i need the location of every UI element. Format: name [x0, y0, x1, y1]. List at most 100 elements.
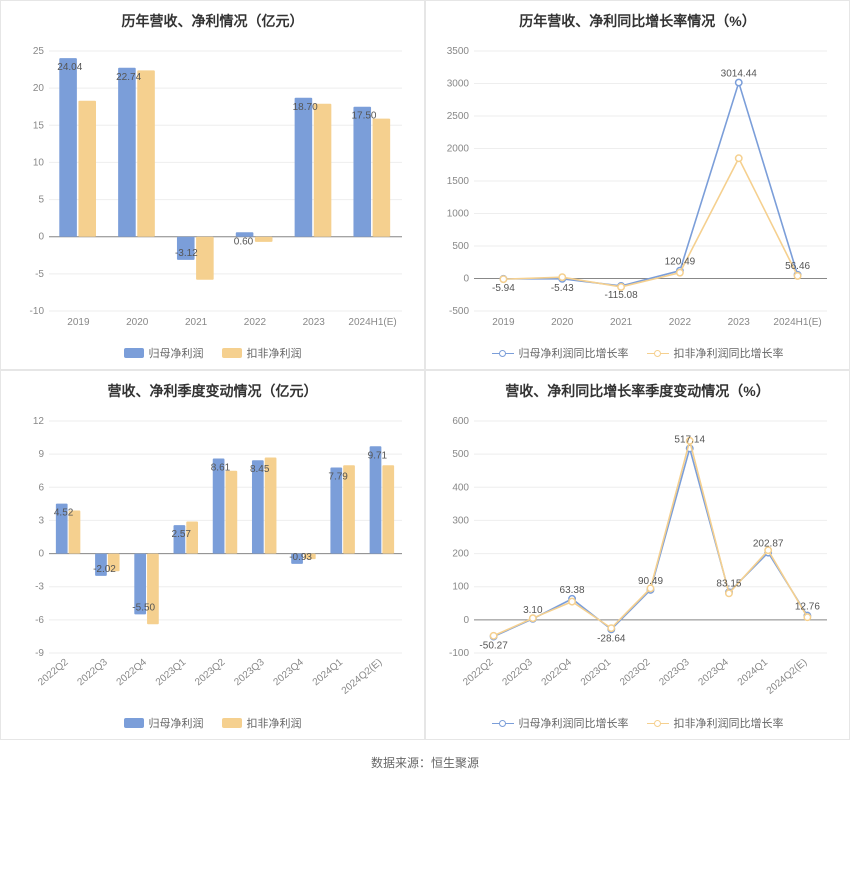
svg-text:2022Q2: 2022Q2	[36, 657, 71, 689]
svg-text:-2.02: -2.02	[93, 564, 116, 575]
svg-text:8.45: 8.45	[250, 464, 270, 475]
svg-text:18.70: 18.70	[293, 102, 318, 113]
panel-title: 历年营收、净利同比增长率情况（%）	[434, 11, 841, 31]
legend-swatch	[124, 348, 144, 358]
svg-text:2023Q2: 2023Q2	[193, 657, 228, 689]
svg-text:-3: -3	[35, 582, 44, 593]
svg-text:2023Q4: 2023Q4	[272, 657, 307, 689]
legend-item: 归母净利润同比增长率	[492, 345, 629, 361]
svg-text:7.79: 7.79	[328, 472, 348, 483]
svg-text:2019: 2019	[492, 317, 515, 328]
svg-text:20: 20	[33, 83, 45, 94]
legend-item: 归母净利润	[124, 715, 204, 731]
legend-label: 扣非净利润	[247, 715, 302, 731]
svg-text:15: 15	[33, 120, 45, 131]
svg-text:-3.12: -3.12	[175, 248, 198, 259]
svg-text:8.61: 8.61	[211, 462, 231, 473]
svg-text:2.57: 2.57	[172, 529, 192, 540]
svg-text:25: 25	[33, 46, 45, 57]
svg-text:517.14: 517.14	[674, 434, 705, 445]
svg-text:2024H1(E): 2024H1(E)	[773, 317, 821, 328]
svg-text:2023Q2: 2023Q2	[618, 657, 653, 689]
svg-text:3000: 3000	[447, 79, 470, 90]
panel-title: 营收、净利同比增长率季度变动情况（%）	[434, 381, 841, 401]
svg-text:12.76: 12.76	[795, 602, 820, 613]
svg-text:-0.93: -0.93	[289, 552, 312, 563]
svg-text:9: 9	[38, 449, 44, 460]
svg-text:-5: -5	[35, 269, 44, 280]
svg-text:200: 200	[452, 549, 469, 560]
svg-text:2022: 2022	[669, 317, 692, 328]
legend-bottom-right: 归母净利润同比增长率 扣非净利润同比增长率	[434, 715, 841, 731]
svg-text:2020: 2020	[551, 317, 574, 328]
svg-text:300: 300	[452, 515, 469, 526]
svg-text:10: 10	[33, 157, 45, 168]
legend-swatch	[124, 718, 144, 728]
svg-text:500: 500	[452, 241, 469, 252]
svg-text:90.49: 90.49	[638, 576, 663, 587]
svg-text:-6: -6	[35, 615, 44, 626]
svg-text:2022Q3: 2022Q3	[500, 657, 535, 689]
svg-text:-9: -9	[35, 648, 44, 659]
data-source-label: 数据来源：恒生聚源	[0, 740, 850, 789]
panel-bottom-right: 营收、净利同比增长率季度变动情况（%） -1000100200300400500…	[425, 370, 850, 740]
svg-text:22.74: 22.74	[116, 72, 141, 83]
legend-item: 扣非净利润同比增长率	[647, 715, 784, 731]
panel-top-right: 历年营收、净利同比增长率情况（%） -500050010001500200025…	[425, 0, 850, 370]
legend-label: 归母净利润同比增长率	[519, 345, 629, 361]
svg-text:63.38: 63.38	[560, 585, 585, 596]
legend-line-marker	[492, 718, 514, 728]
svg-text:3.10: 3.10	[523, 605, 543, 616]
svg-text:-5.50: -5.50	[132, 602, 155, 613]
svg-text:9.71: 9.71	[368, 450, 388, 461]
svg-text:17.50: 17.50	[351, 111, 376, 122]
svg-text:-50.27: -50.27	[479, 641, 508, 652]
svg-text:-5.94: -5.94	[492, 283, 515, 294]
legend-item: 归母净利润同比增长率	[492, 715, 629, 731]
svg-text:3: 3	[38, 515, 44, 526]
panel-bottom-left: 营收、净利季度变动情况（亿元） -9-6-30369122022Q22022Q3…	[0, 370, 425, 740]
svg-text:0: 0	[463, 274, 469, 285]
legend-label: 扣非净利润同比增长率	[674, 715, 784, 731]
legend-item: 扣非净利润	[222, 345, 302, 361]
svg-text:2024Q2(E): 2024Q2(E)	[765, 657, 810, 697]
svg-text:-28.64: -28.64	[597, 633, 626, 644]
legend-top-right: 归母净利润同比增长率 扣非净利润同比增长率	[434, 345, 841, 361]
svg-text:0: 0	[463, 615, 469, 626]
legend-label: 归母净利润	[149, 715, 204, 731]
legend-item: 扣非净利润	[222, 715, 302, 731]
svg-text:6: 6	[38, 482, 44, 493]
svg-text:400: 400	[452, 482, 469, 493]
svg-text:2020: 2020	[126, 317, 149, 328]
chart-grid: 历年营收、净利情况（亿元） -10-5051015202520192020202…	[0, 0, 850, 740]
legend-swatch	[222, 718, 242, 728]
svg-text:2023Q1: 2023Q1	[154, 657, 189, 689]
legend-label: 归母净利润	[149, 345, 204, 361]
svg-text:0.60: 0.60	[234, 236, 254, 247]
svg-text:100: 100	[452, 582, 469, 593]
svg-text:2024Q1: 2024Q1	[311, 657, 346, 689]
legend-swatch	[222, 348, 242, 358]
svg-text:0: 0	[38, 549, 44, 560]
svg-text:2000: 2000	[447, 144, 470, 155]
panel-title: 历年营收、净利情况（亿元）	[9, 11, 416, 31]
svg-text:-115.08: -115.08	[604, 290, 638, 301]
panel-title: 营收、净利季度变动情况（亿元）	[9, 381, 416, 401]
svg-text:2024Q1: 2024Q1	[736, 657, 771, 689]
svg-text:500: 500	[452, 449, 469, 460]
svg-text:-500: -500	[449, 306, 469, 317]
svg-text:-5.43: -5.43	[551, 283, 574, 294]
legend-label: 扣非净利润同比增长率	[674, 345, 784, 361]
chart-top-left: -10-50510152025201920202021202220232024H…	[9, 39, 416, 339]
legend-item: 归母净利润	[124, 345, 204, 361]
svg-text:2022Q4: 2022Q4	[540, 657, 575, 689]
svg-text:2021: 2021	[610, 317, 633, 328]
svg-text:2022: 2022	[244, 317, 267, 328]
svg-text:2022Q3: 2022Q3	[75, 657, 110, 689]
svg-text:3500: 3500	[447, 46, 470, 57]
svg-text:202.87: 202.87	[753, 539, 784, 550]
svg-text:2021: 2021	[185, 317, 208, 328]
svg-text:1000: 1000	[447, 209, 470, 220]
svg-text:2019: 2019	[67, 317, 90, 328]
legend-line-marker	[647, 348, 669, 358]
